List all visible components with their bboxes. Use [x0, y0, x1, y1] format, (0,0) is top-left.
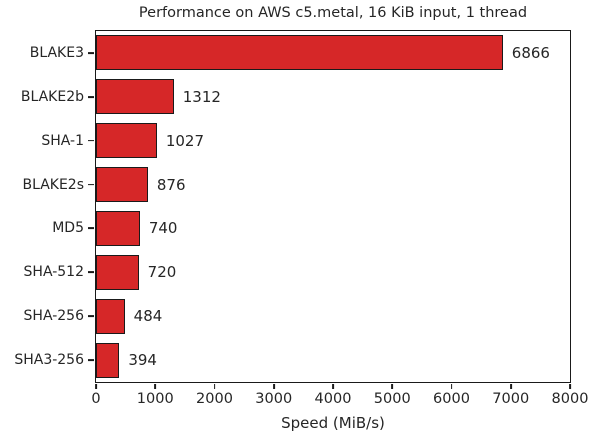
- category-label: SHA-512: [23, 264, 84, 281]
- category-label: BLAKE3: [29, 44, 84, 61]
- x-tick-label: 5000: [373, 391, 411, 407]
- y-tick: [88, 315, 95, 318]
- category-label: SHA-256: [23, 308, 84, 325]
- x-tick-label: 3000: [255, 391, 293, 407]
- bar-value-label: 876: [156, 175, 186, 194]
- chart-title: Performance on AWS c5.metal, 16 KiB inpu…: [138, 5, 528, 21]
- plot-area: 6866 BLAKE3 1312 BLAKE2b 1027 SHA-1 876 BLAKE2s…: [14, 30, 588, 407]
- x-tick-label: 2000: [196, 391, 233, 407]
- bar-sha-1: [96, 123, 157, 159]
- bar-row: 876 BLAKE2s: [22, 163, 570, 207]
- x-tick: [391, 383, 394, 389]
- x-tick: [154, 383, 157, 389]
- category-label: SHA3-256: [14, 352, 84, 369]
- x-tick-label: 7000: [492, 391, 530, 407]
- bar-value-label: 484: [133, 307, 163, 326]
- bar-row: 6866 BLAKE3: [30, 31, 570, 75]
- y-tick: [88, 139, 95, 142]
- bar-sha3-256: [96, 342, 120, 378]
- bar-row: 394 SHA3-256: [14, 338, 570, 382]
- y-tick: [88, 359, 95, 361]
- bar-md5: [96, 210, 140, 246]
- bar-value-label: 6866: [511, 43, 550, 62]
- bar-value-label: 394: [128, 351, 157, 370]
- x-tick: [569, 383, 571, 389]
- x-tick: [95, 383, 97, 389]
- x-tick: [332, 383, 334, 389]
- bar-blake3: [96, 35, 503, 71]
- bar-row: 1312 BLAKE2b: [21, 75, 570, 119]
- category-label: BLAKE2s: [22, 176, 84, 193]
- bar-value-label: 1027: [165, 131, 205, 150]
- bar-blake2s: [96, 167, 148, 203]
- y-tick: [88, 227, 95, 230]
- x-tick: [509, 383, 512, 389]
- x-tick: [272, 383, 275, 389]
- x-tick: [213, 383, 216, 389]
- bar-sha-512: [96, 254, 139, 290]
- y-tick: [88, 271, 95, 274]
- y-tick: [88, 95, 95, 98]
- y-tick: [88, 52, 95, 54]
- y-tick: [88, 183, 95, 186]
- bar-blake2b: [96, 79, 174, 115]
- bar-row: 720 SHA-512: [24, 250, 570, 294]
- bar-value-label: 720: [147, 263, 177, 282]
- x-tick-label: 4000: [314, 391, 352, 407]
- bar-sha-256: [96, 298, 125, 334]
- bar-value-label: 1312: [182, 87, 221, 106]
- bar-value-label: 740: [148, 219, 178, 238]
- category-label: SHA-1: [41, 132, 84, 149]
- category-label: MD5: [52, 220, 84, 237]
- category-label: BLAKE2b: [20, 88, 84, 105]
- x-tick: [450, 383, 453, 389]
- bar-row: 1027 SHA-1: [41, 119, 570, 163]
- x-tick-label: 1000: [136, 391, 174, 407]
- bar-row: 484 SHA-256: [24, 294, 570, 338]
- x-tick-label: 0: [91, 391, 101, 407]
- bar-row: 740 MD5: [52, 207, 570, 251]
- x-axis-label: Speed (MiB/s): [281, 414, 385, 432]
- x-tick-label: 8000: [551, 391, 589, 407]
- x-tick-label: 6000: [433, 391, 470, 407]
